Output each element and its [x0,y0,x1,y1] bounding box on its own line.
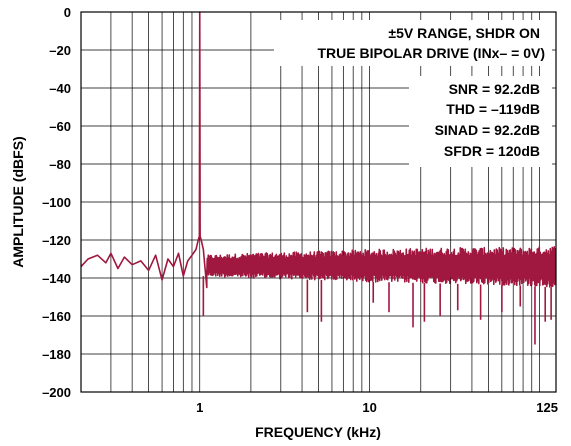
y-tick-label: –200 [42,385,71,400]
annotation-drive: TRUE BIPOLAR DRIVE (INx– = 0V) [317,45,545,61]
spectrum-line [80,11,557,289]
y-tick-label: –140 [42,271,71,286]
annotation-bg-top [274,20,552,66]
y-tick-label: –120 [42,233,71,248]
x-tick-label: 10 [362,400,376,415]
y-tick-label: –20 [49,43,71,58]
x-axis-label: FREQUENCY (kHz) [255,424,381,440]
y-tick-label: –100 [42,195,71,210]
annotation-thd: THD = –119dB [446,101,540,117]
x-tick-label: 125 [536,400,558,415]
annotation-box: ±5V RANGE, SHDR ON TRUE BIPOLAR DRIVE (I… [274,20,552,167]
y-tick-label: –160 [42,309,71,324]
y-tick-label: –180 [42,347,71,362]
y-tick-label: –80 [49,157,71,172]
annotation-bg-metrics [409,76,552,167]
y-tick-label: –60 [49,119,71,134]
annotation-sinad: SINAD = 92.2dB [435,122,540,138]
annotation-snr: SNR = 92.2dB [449,81,540,97]
y-tick-label: 0 [64,5,71,20]
y-tick-label: –40 [49,81,71,96]
y-axis-label: AMPLITUDE (dBFS) [10,136,26,267]
spectrum-trace [80,11,557,345]
y-tick-labels: 0 –20 –40 –60 –80 –100 –120 –140 –160 –180 –200 [42,5,71,400]
annotation-range: ±5V RANGE, SHDR ON [388,25,540,41]
grid [81,11,556,393]
x-tick-labels: 1 10 125 [196,400,558,415]
plot-frame [80,11,557,393]
annotation-sfdr: SFDR = 120dB [444,143,540,159]
x-tick-label: 1 [196,400,203,415]
